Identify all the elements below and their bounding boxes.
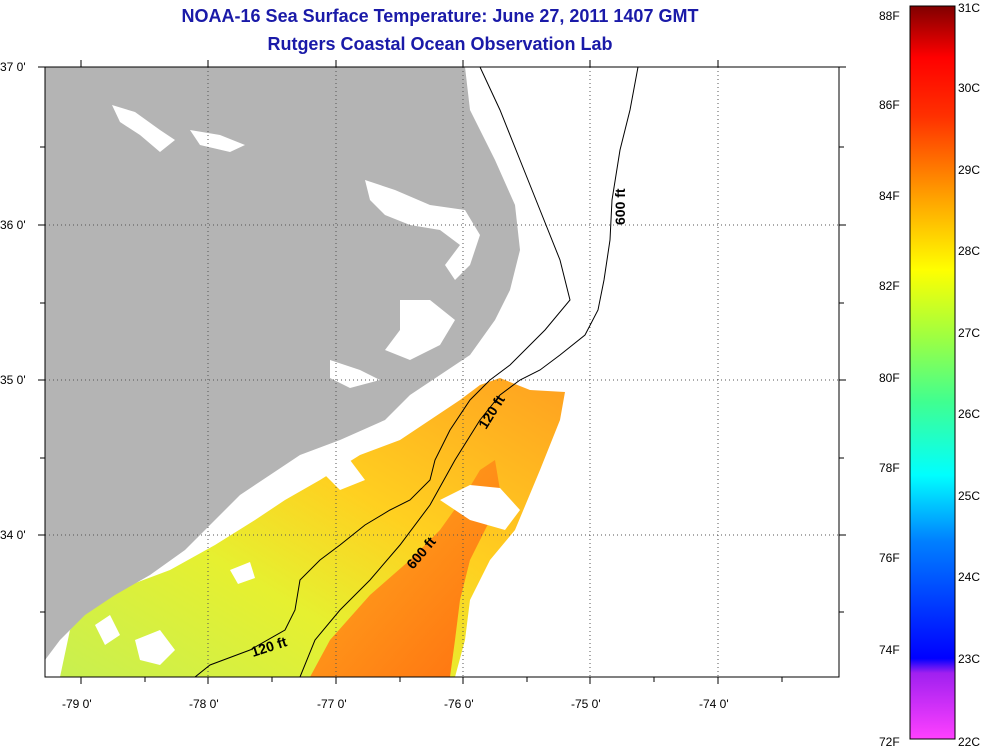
- f-label-88: 88F: [879, 9, 900, 23]
- sst-map: 600 ft 120 ft 600 ft 120 ft: [0, 60, 846, 711]
- lon-label-74: -74 0': [699, 697, 729, 711]
- map-title: NOAA-16 Sea Surface Temperature: June 27…: [181, 6, 699, 26]
- lon-label-75: -75 0': [571, 697, 601, 711]
- c-label-26: 26C: [958, 407, 980, 421]
- lat-label-34: 34 0': [0, 528, 26, 542]
- c-label-29: 29C: [958, 163, 980, 177]
- f-label-78: 78F: [879, 461, 900, 475]
- tick-marks: [38, 60, 846, 684]
- f-label-82: 82F: [879, 279, 900, 293]
- f-label-74: 74F: [879, 643, 900, 657]
- lon-label-77: -77 0': [317, 697, 347, 711]
- lat-label-37: 37 0': [0, 60, 26, 74]
- c-label-25: 25C: [958, 489, 980, 503]
- f-label-72: 72F: [879, 735, 900, 749]
- f-label-76: 76F: [879, 551, 900, 565]
- plot-frame: [44, 66, 840, 678]
- lon-label-76: -76 0': [444, 697, 474, 711]
- lon-label-79: -79 0': [62, 697, 92, 711]
- c-label-28: 28C: [958, 244, 980, 258]
- lon-label-78: -78 0': [189, 697, 219, 711]
- c-label-30: 30C: [958, 81, 980, 95]
- contour-120ft: [194, 67, 571, 677]
- temperature-colorbar: 88F 86F 84F 82F 80F 78F 76F 74F 72F 31C …: [879, 1, 980, 749]
- c-label-31: 31C: [958, 1, 980, 15]
- c-label-27: 27C: [958, 326, 980, 340]
- c-label-22: 22C: [958, 735, 980, 749]
- c-label-23: 23C: [958, 652, 980, 666]
- f-label-84: 84F: [879, 189, 900, 203]
- f-label-80: 80F: [879, 371, 900, 385]
- f-label-86: 86F: [879, 98, 900, 112]
- colorbar-gradient: [909, 5, 956, 740]
- contour-label-600-north: 600 ft: [612, 188, 628, 225]
- sst-warm-core: [310, 460, 500, 677]
- lat-label-36: 36 0': [0, 218, 26, 232]
- c-label-24: 24C: [958, 570, 980, 584]
- map-subtitle: Rutgers Coastal Ocean Observation Lab: [267, 34, 613, 54]
- lat-label-35: 35 0': [0, 373, 26, 387]
- grid-lines: [45, 67, 839, 677]
- contour-600ft: [299, 67, 639, 677]
